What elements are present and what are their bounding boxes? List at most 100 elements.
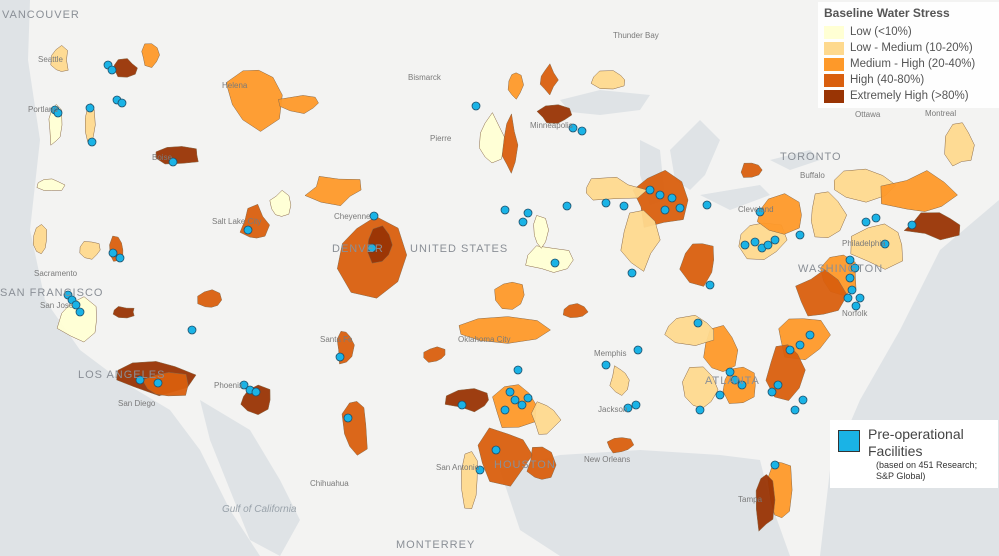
facilities-row: Pre-operational Facilities (834, 426, 994, 460)
legend-swatch (824, 25, 844, 39)
legend-swatch (824, 73, 844, 87)
facility-point (845, 273, 855, 283)
place-label: Chihuahua (310, 479, 349, 488)
place-label: Minneapolis (530, 121, 573, 130)
facilities-source: (based on 451 Research; S&P Global) (876, 460, 994, 482)
facilities (50, 60, 917, 475)
facility-point (117, 98, 127, 108)
place-label: Boise (152, 153, 173, 162)
facility-point (850, 263, 860, 273)
facility-point (168, 157, 178, 167)
place-label: San Antonio (436, 463, 480, 472)
facility-point (187, 325, 197, 335)
facilities-label-line: Facilities (868, 443, 923, 459)
facility-point (115, 253, 125, 263)
stress-region (682, 366, 719, 409)
facility-point (107, 65, 117, 75)
facility-point (767, 387, 777, 397)
pacific-ocean (0, 0, 260, 556)
stress-region (795, 269, 848, 317)
stress-region (141, 43, 160, 68)
facility-point (730, 375, 740, 385)
facility-point (562, 201, 572, 211)
facility-point (500, 205, 510, 215)
place-label: TORONTO (780, 151, 842, 163)
stress-region (606, 437, 635, 454)
facility-point (239, 380, 249, 390)
facilities-swatch (838, 430, 860, 452)
stress-region (526, 446, 557, 480)
facility-point (243, 225, 253, 235)
facility-point (475, 465, 485, 475)
facility-point (702, 200, 712, 210)
stress-region (444, 388, 489, 413)
facility-point (655, 190, 665, 200)
place-label: WASHINGTON (798, 263, 883, 275)
facility-point (861, 217, 871, 227)
facility-point (135, 375, 145, 385)
place-label: Norfolk (842, 309, 868, 318)
stress-region (458, 316, 551, 344)
legend-label: Extremely High (>80%) (850, 90, 969, 102)
facility-point (880, 239, 890, 249)
place-label: San Diego (118, 399, 156, 408)
facility-point (795, 230, 805, 240)
great-lakes (560, 90, 820, 210)
facility-point (798, 395, 808, 405)
place-label: Cleveland (738, 205, 774, 214)
facility-point (510, 395, 520, 405)
stress-region (850, 223, 903, 270)
stress-region (536, 104, 573, 124)
facility-point (785, 345, 795, 355)
facilities-source-line: S&P Global) (876, 471, 926, 481)
legend-label: Low (<10%) (850, 26, 912, 38)
facility-point (568, 123, 578, 133)
place-label: Jackson (598, 405, 627, 414)
legend-swatch (824, 41, 844, 55)
facility-point (523, 393, 533, 403)
facility-point (695, 405, 705, 415)
facility-point (773, 380, 783, 390)
stress-region (562, 303, 589, 318)
facilities-label: Pre-operational Facilities (868, 426, 964, 460)
stress-region (533, 215, 549, 249)
facility-point (75, 307, 85, 317)
legend-item: Low - Medium (10-20%) (824, 40, 999, 56)
facility-point (855, 293, 865, 303)
place-label: Oklahoma City (458, 335, 510, 344)
legend-label: Medium - High (20-40%) (850, 58, 976, 70)
facility-point (457, 400, 467, 410)
facility-point (500, 405, 510, 415)
facility-point (633, 345, 643, 355)
stress-region (590, 70, 626, 90)
stress-region (269, 189, 292, 217)
stress-region (142, 372, 189, 397)
stress-region (50, 45, 69, 72)
place-label: Memphis (594, 349, 626, 358)
stress-region (225, 69, 283, 132)
facility-point (843, 293, 853, 303)
facility-point (627, 268, 637, 278)
facility-point (619, 201, 629, 211)
legend-items: Low (<10%) Low - Medium (10-20%) Medium - … (824, 24, 999, 104)
stress-region (112, 306, 135, 319)
facility-point (667, 193, 677, 203)
stress-region (586, 176, 648, 201)
facility-point (660, 205, 670, 215)
place-label: New Orleans (584, 455, 630, 464)
facility-point (577, 126, 587, 136)
facility-point (491, 445, 501, 455)
legend-item: Medium - High (20-40%) (824, 56, 999, 72)
place-label: VANCOUVER (2, 9, 80, 21)
place-label: San Jose (40, 301, 74, 310)
facility-point (790, 405, 800, 415)
facility-point (85, 103, 95, 113)
stress-region (461, 451, 478, 509)
facility-point (335, 352, 345, 362)
place-label: Montreal (925, 109, 956, 118)
stress-region (79, 241, 101, 260)
gulf-of-california (200, 400, 300, 556)
stress-region (56, 296, 97, 343)
stress-region (501, 113, 519, 174)
